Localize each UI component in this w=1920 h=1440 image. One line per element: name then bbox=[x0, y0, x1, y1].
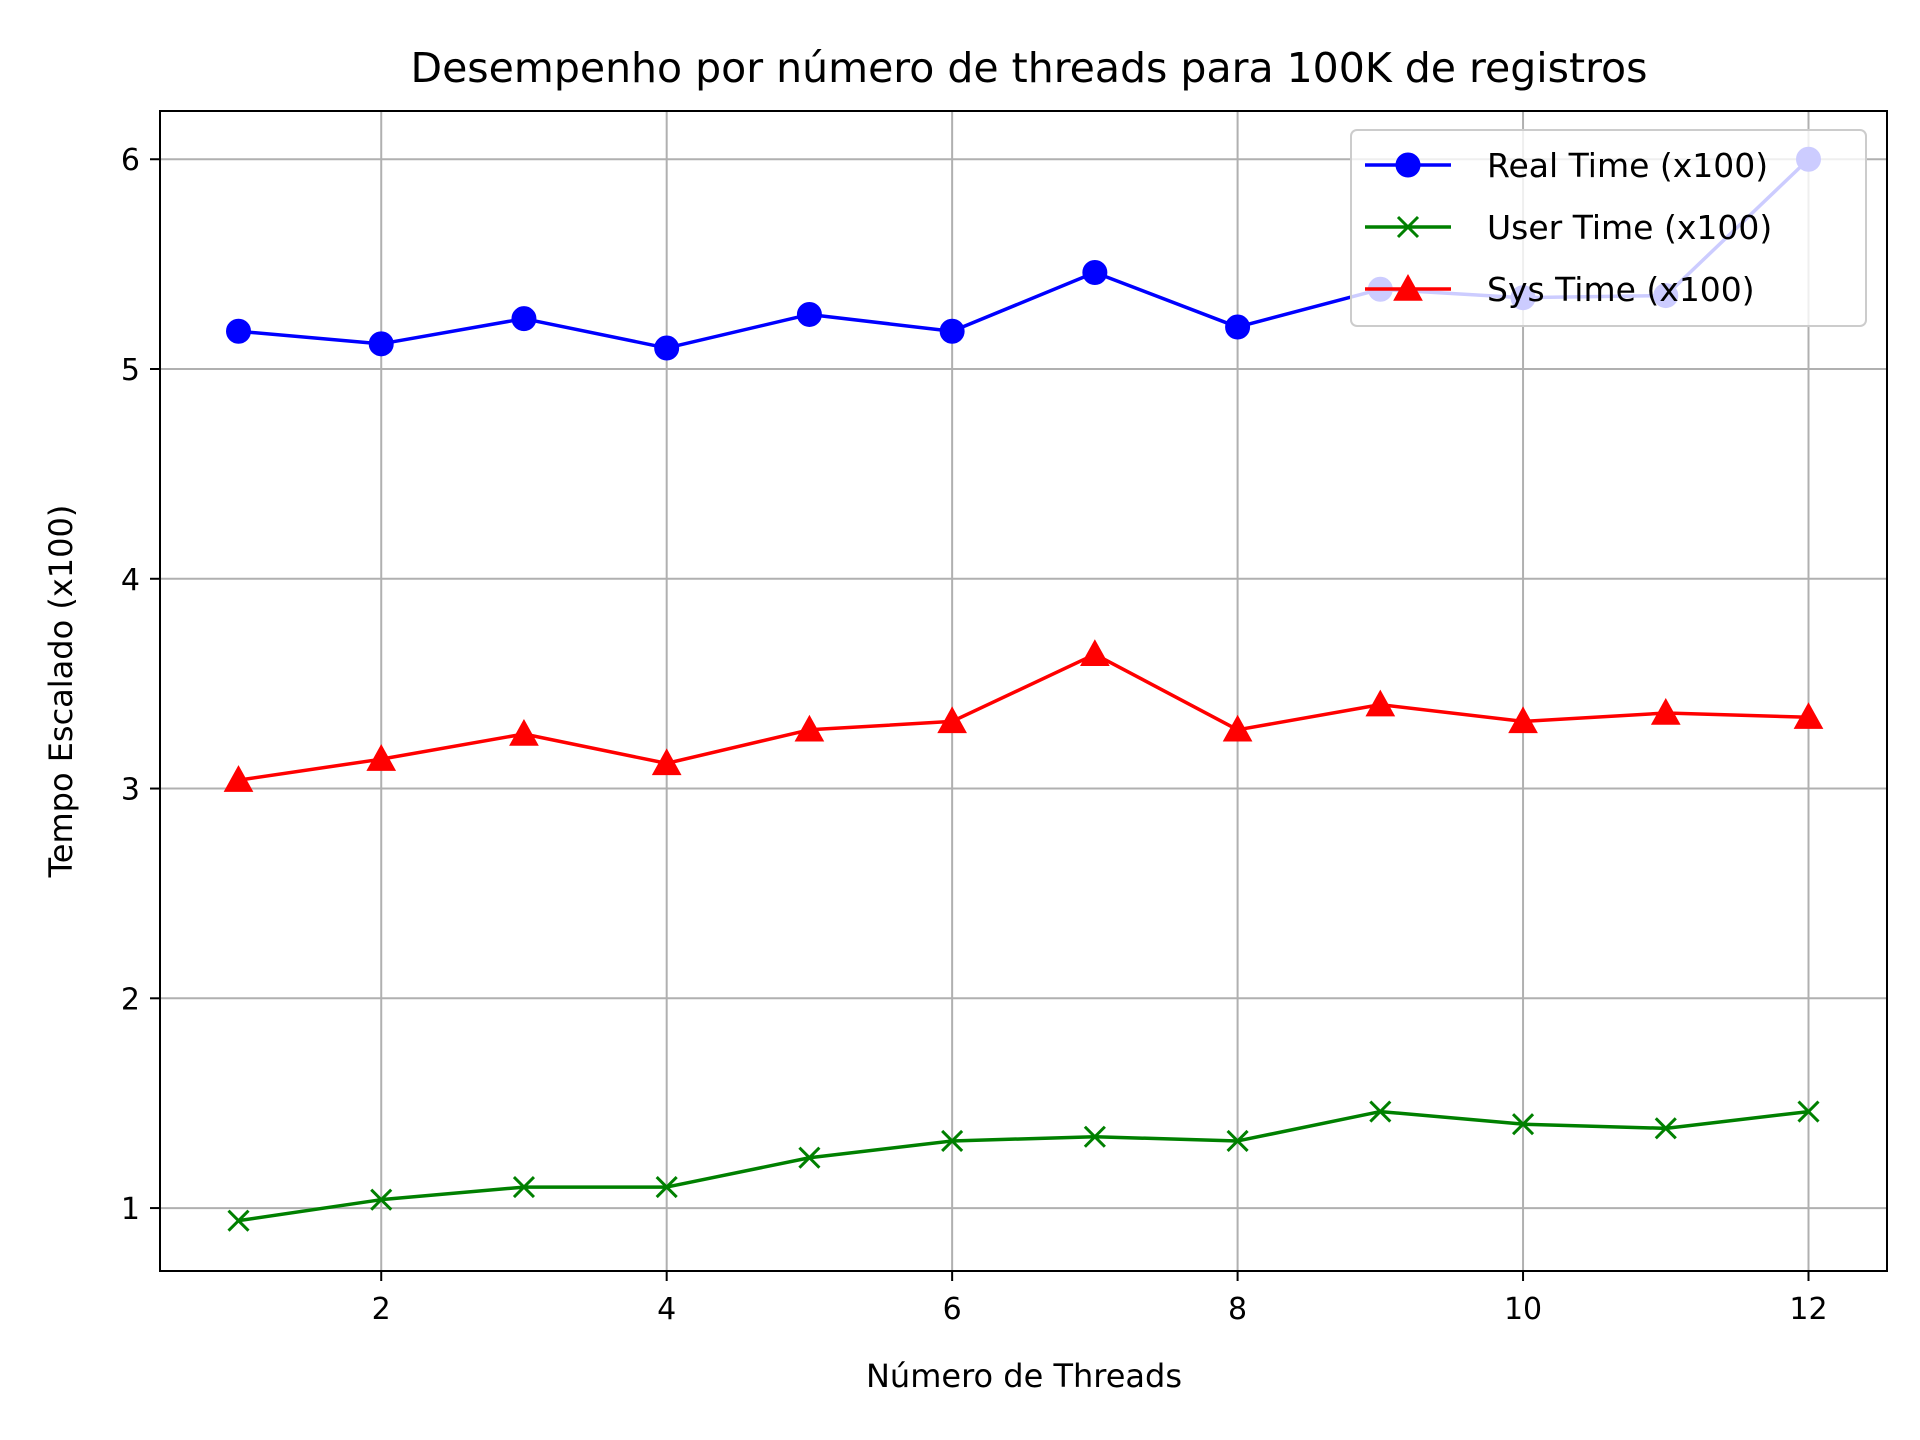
x-marker-stroke bbox=[1654, 1117, 1677, 1140]
grid-lines bbox=[160, 111, 1887, 1271]
y-axis-title: Tempo Escalado (x100) bbox=[42, 505, 80, 879]
data-point bbox=[1508, 706, 1538, 734]
data-point bbox=[1650, 697, 1681, 725]
legend-label: Real Time (x100) bbox=[1487, 146, 1768, 185]
legend-marker bbox=[1393, 273, 1423, 301]
data-point bbox=[227, 1209, 250, 1232]
data-point bbox=[370, 1188, 393, 1211]
data-point bbox=[512, 1176, 536, 1199]
x-marker-stroke bbox=[1226, 1129, 1249, 1153]
data-point bbox=[941, 1129, 964, 1153]
x-tick-label: 4 bbox=[657, 1292, 676, 1327]
legend: Real Time (x100) User Time (x100) Sys Time… bbox=[1350, 129, 1867, 327]
series-line bbox=[238, 652, 1809, 782]
data-point bbox=[1793, 702, 1824, 729]
y-tick-label: 5 bbox=[121, 353, 140, 388]
data-point bbox=[654, 335, 680, 361]
data-point bbox=[1797, 1100, 1820, 1123]
x-marker-stroke bbox=[370, 1188, 393, 1211]
x-tick-label: 8 bbox=[1228, 1292, 1247, 1327]
data-point bbox=[1222, 714, 1253, 742]
data-point bbox=[798, 1146, 821, 1169]
data-point bbox=[937, 706, 967, 734]
data-point bbox=[796, 301, 822, 327]
series-2 bbox=[223, 639, 1824, 792]
y-tick-label: 4 bbox=[121, 563, 140, 598]
x-marker-stroke bbox=[1797, 1100, 1820, 1123]
series-1 bbox=[227, 1100, 1820, 1232]
data-point bbox=[655, 1176, 678, 1199]
data-point bbox=[1080, 639, 1110, 666]
legend-marker bbox=[1396, 215, 1420, 239]
legend-label: Sys Time (x100) bbox=[1487, 270, 1755, 309]
x-marker-stroke bbox=[655, 1176, 678, 1199]
data-point bbox=[1511, 1113, 1535, 1136]
x-tick-label: 10 bbox=[1504, 1292, 1542, 1327]
data-point bbox=[794, 714, 825, 742]
data-point bbox=[1082, 260, 1108, 286]
x-marker-stroke bbox=[512, 1176, 536, 1199]
data-point bbox=[1226, 1129, 1249, 1153]
x-marker-stroke bbox=[1396, 215, 1420, 239]
y-tick-label: 3 bbox=[121, 773, 140, 808]
x-axis-title: Número de Threads bbox=[866, 1357, 1182, 1395]
legend-box bbox=[1350, 129, 1867, 327]
data-point bbox=[368, 331, 394, 357]
x-marker-stroke bbox=[1369, 1100, 1392, 1123]
legend-entry: User Time (x100) bbox=[1365, 208, 1772, 247]
legend-label: User Time (x100) bbox=[1487, 208, 1772, 247]
y-tick-label: 6 bbox=[121, 143, 140, 178]
y-tick-label: 1 bbox=[121, 1192, 140, 1227]
x-tick-label: 12 bbox=[1789, 1292, 1827, 1327]
x-marker-stroke bbox=[227, 1209, 250, 1232]
data-point bbox=[223, 765, 254, 792]
x-marker-stroke bbox=[1511, 1113, 1535, 1136]
data-point bbox=[1225, 314, 1251, 340]
data-point bbox=[1083, 1125, 1106, 1148]
data-point bbox=[1654, 1117, 1677, 1140]
data-point bbox=[1365, 689, 1396, 717]
series-line bbox=[238, 1109, 1809, 1223]
chart-title: Desempenho por número de threads para 10… bbox=[411, 44, 1648, 92]
x-marker-stroke bbox=[1083, 1125, 1106, 1148]
x-marker-stroke bbox=[798, 1146, 821, 1169]
data-point bbox=[1369, 1100, 1392, 1123]
data-point bbox=[509, 718, 539, 746]
legend-marker bbox=[1395, 152, 1421, 178]
data-point bbox=[939, 318, 965, 344]
data-point bbox=[651, 748, 682, 776]
data-point bbox=[226, 318, 251, 344]
legend-entry: Real Time (x100) bbox=[1365, 146, 1768, 185]
data-point bbox=[511, 306, 537, 332]
x-tick-label: 2 bbox=[372, 1292, 391, 1327]
x-tick-label: 6 bbox=[943, 1292, 962, 1327]
y-tick-label: 2 bbox=[121, 982, 140, 1017]
x-marker-stroke bbox=[941, 1129, 964, 1153]
legend-entry: Sys Time (x100) bbox=[1365, 270, 1755, 309]
data-point bbox=[366, 744, 397, 771]
plot-frame bbox=[159, 110, 1888, 1272]
